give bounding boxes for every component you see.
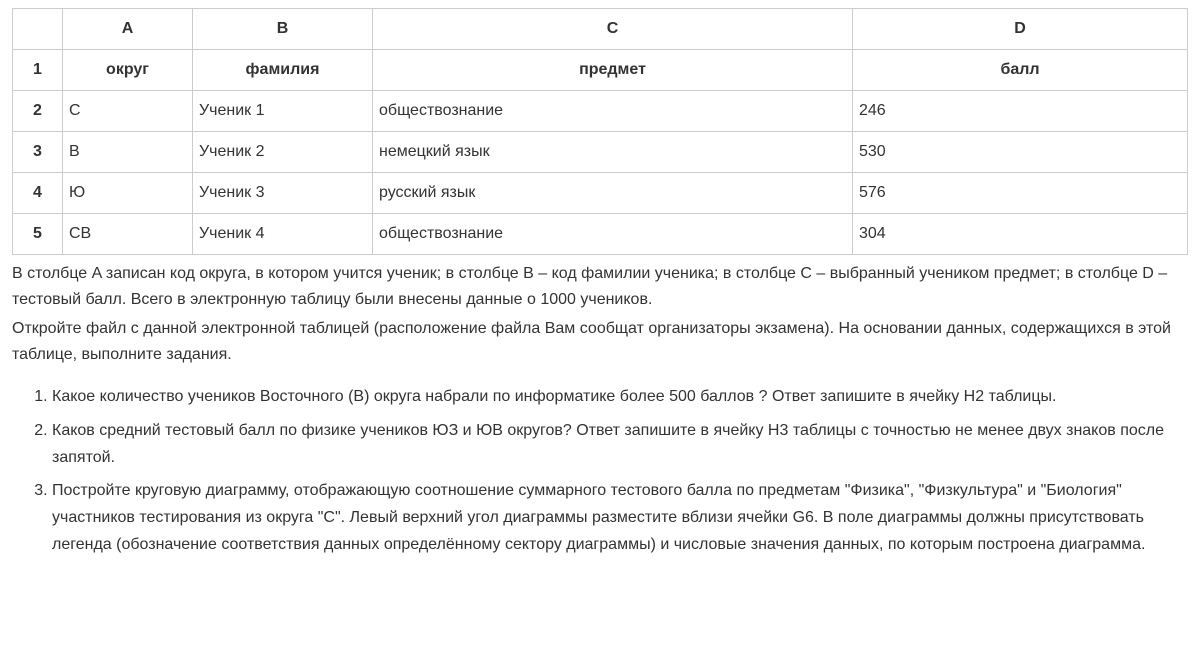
description-paragraph-2: Откройте файл с данной электронной табли… <box>12 316 1188 367</box>
cell-okrug: СВ <box>63 214 193 255</box>
table-row: 4 Ю Ученик 3 русский язык 576 <box>13 173 1188 214</box>
col-letter-d: D <box>853 9 1188 50</box>
row-number-1: 1 <box>13 50 63 91</box>
cell-ball: 576 <box>853 173 1188 214</box>
cell-predmet: обществознание <box>373 91 853 132</box>
header-predmet: предмет <box>373 50 853 91</box>
description-paragraph-1: В столбце A записан код округа, в которо… <box>12 261 1188 312</box>
corner-cell <box>13 9 63 50</box>
col-letter-b: B <box>193 9 373 50</box>
row-number: 5 <box>13 214 63 255</box>
task-list: Какое количество учеников Восточного (В)… <box>12 383 1188 558</box>
table-row: 2 С Ученик 1 обществознание 246 <box>13 91 1188 132</box>
cell-familia: Ученик 3 <box>193 173 373 214</box>
row-number: 2 <box>13 91 63 132</box>
table-row: 5 СВ Ученик 4 обществознание 304 <box>13 214 1188 255</box>
col-letter-c: C <box>373 9 853 50</box>
header-okrug: округ <box>63 50 193 91</box>
row-number: 4 <box>13 173 63 214</box>
table-row: 3 В Ученик 2 немецкий язык 530 <box>13 132 1188 173</box>
col-letter-a: A <box>63 9 193 50</box>
header-familia: фамилия <box>193 50 373 91</box>
cell-familia: Ученик 2 <box>193 132 373 173</box>
cell-predmet: русский язык <box>373 173 853 214</box>
row-number: 3 <box>13 132 63 173</box>
cell-okrug: С <box>63 91 193 132</box>
column-letter-row: A B C D <box>13 9 1188 50</box>
task-item-2: Каков средний тестовый балл по физике уч… <box>52 417 1188 471</box>
cell-familia: Ученик 1 <box>193 91 373 132</box>
cell-familia: Ученик 4 <box>193 214 373 255</box>
cell-ball: 530 <box>853 132 1188 173</box>
cell-okrug: В <box>63 132 193 173</box>
header-ball: балл <box>853 50 1188 91</box>
cell-ball: 246 <box>853 91 1188 132</box>
spreadsheet-table: A B C D 1 округ фамилия предмет балл 2 С… <box>12 8 1188 255</box>
cell-predmet: обществознание <box>373 214 853 255</box>
cell-okrug: Ю <box>63 173 193 214</box>
cell-ball: 304 <box>853 214 1188 255</box>
task-item-1: Какое количество учеников Восточного (В)… <box>52 383 1188 410</box>
task-item-3: Постройте круговую диаграмму, отображающ… <box>52 477 1188 559</box>
cell-predmet: немецкий язык <box>373 132 853 173</box>
column-header-row: 1 округ фамилия предмет балл <box>13 50 1188 91</box>
